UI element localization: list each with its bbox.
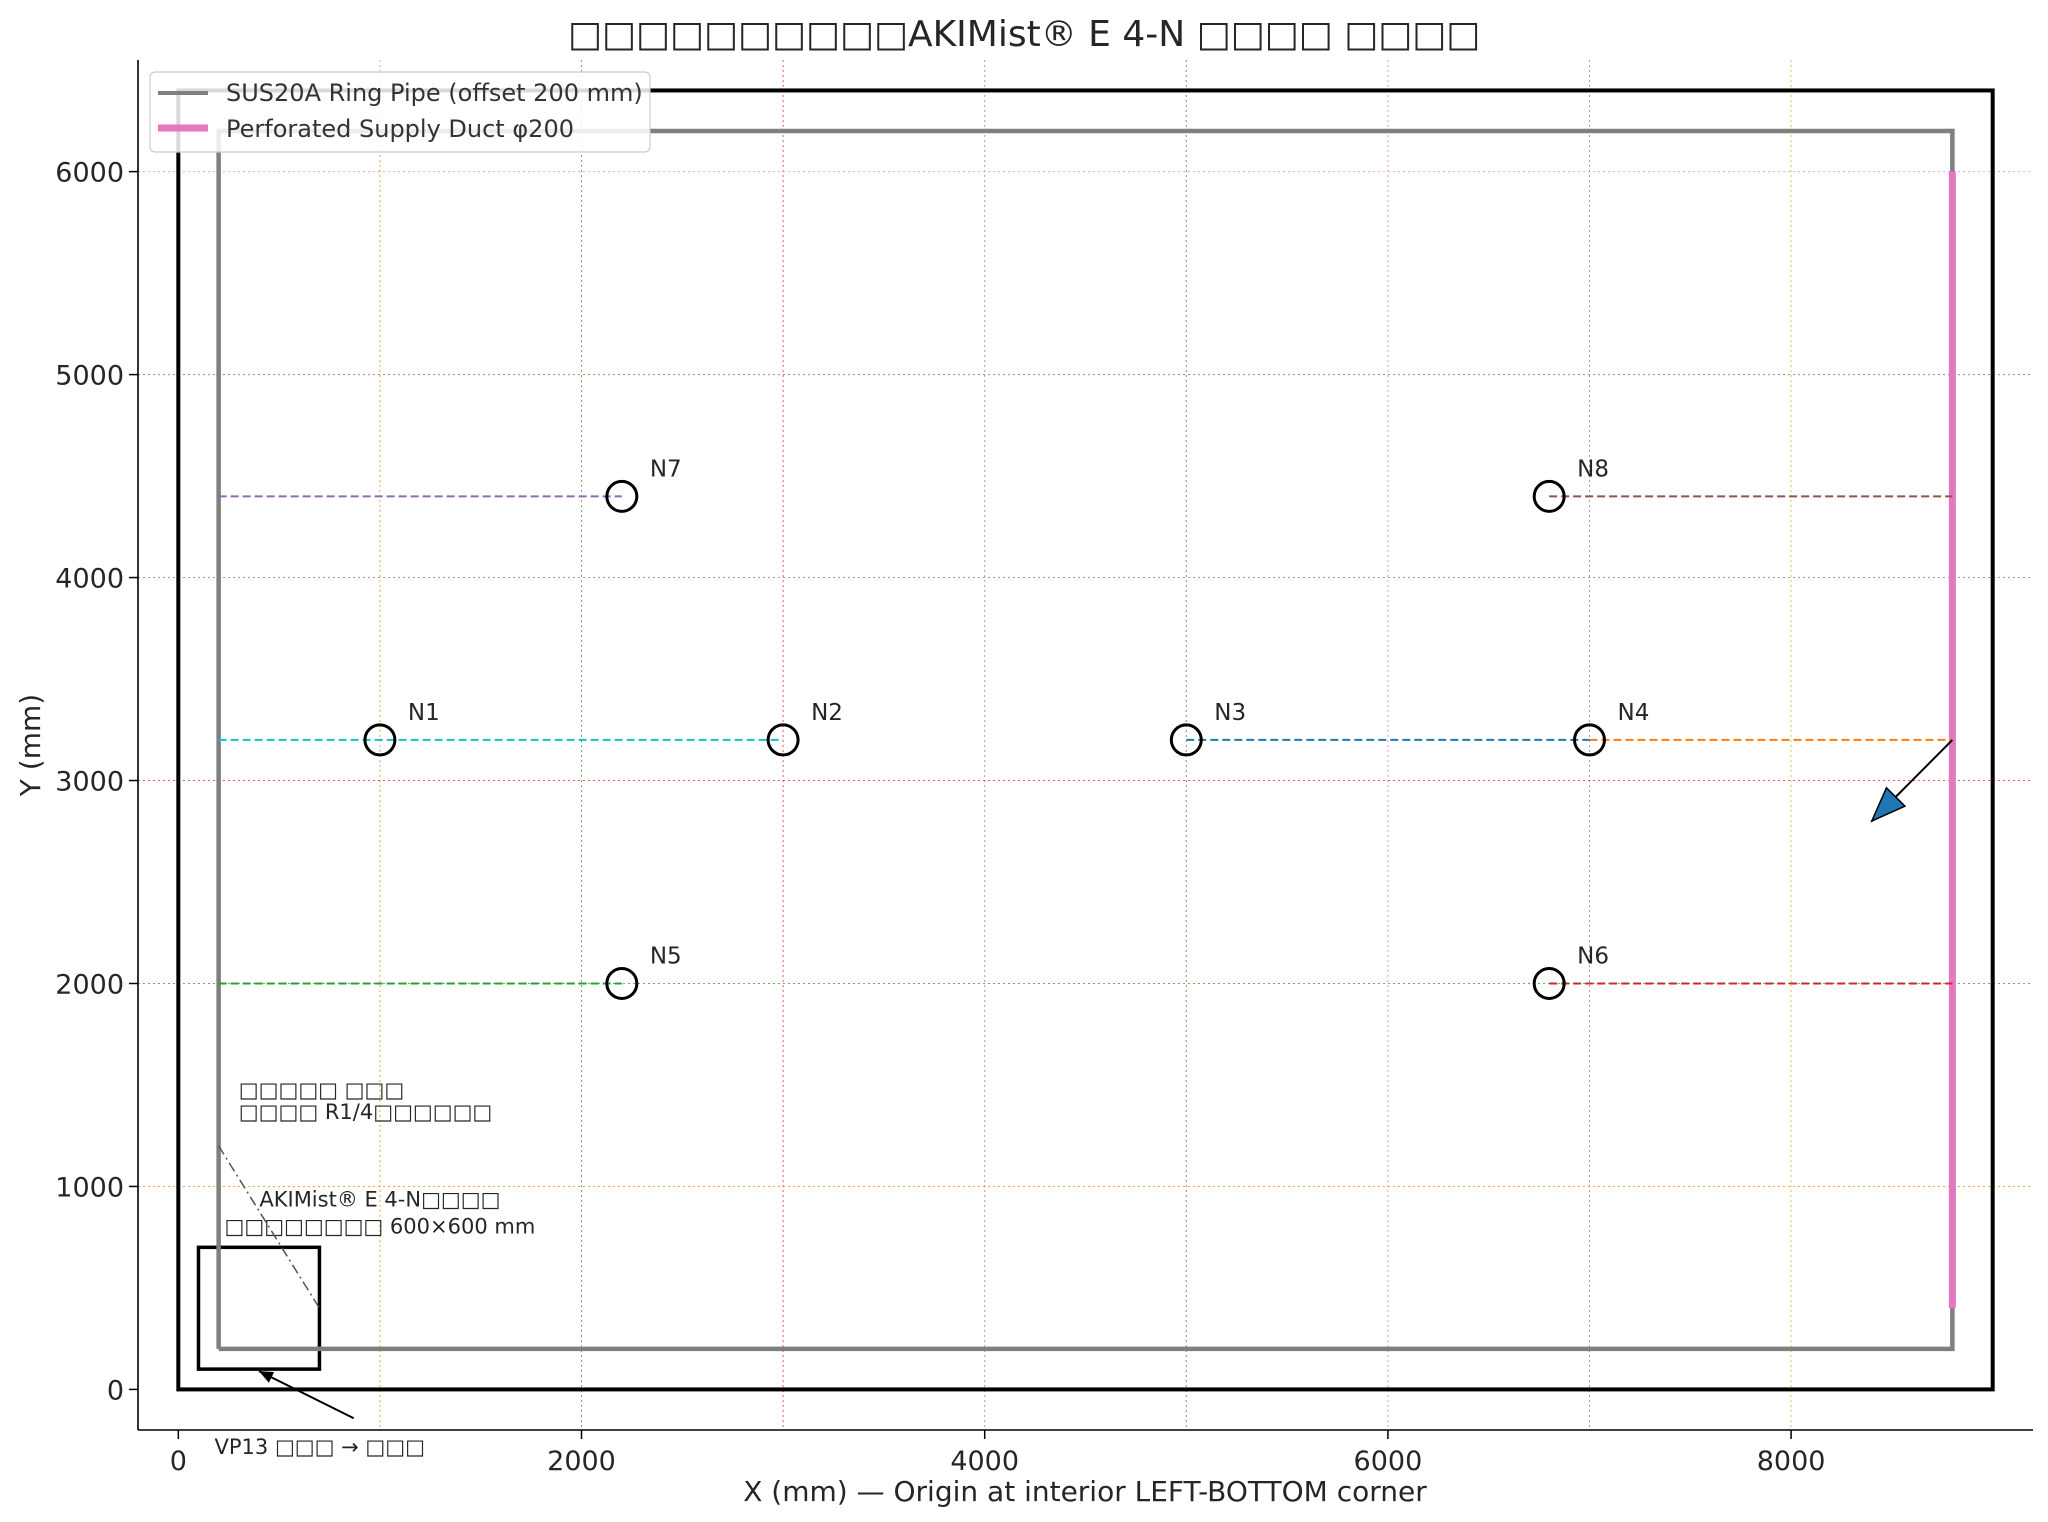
flow-arrow-head xyxy=(1870,786,1907,823)
x-axis-label: X (mm) — Origin at interior LEFT-BOTTOM … xyxy=(743,1475,1427,1508)
nozzle-marker xyxy=(363,723,397,757)
nozzle-spec-leader xyxy=(218,1145,321,1309)
nozzle-label: N3 xyxy=(1214,700,1246,726)
x-tick-label: 0 xyxy=(170,1446,187,1477)
y-tick-label: 3000 xyxy=(55,767,124,798)
drain-arrow-head xyxy=(258,1371,275,1383)
nozzle-label: N5 xyxy=(650,943,682,969)
drain-annotation: VP13 □□□ → □□□ xyxy=(215,1435,425,1459)
y-axis-label: Y (mm) xyxy=(14,694,47,797)
branch-lines xyxy=(218,495,1954,985)
nozzle-label: N7 xyxy=(650,456,682,482)
y-tick-label: 0 xyxy=(107,1375,124,1406)
y-tick-label: 1000 xyxy=(55,1172,124,1203)
room-outline xyxy=(176,88,1995,1392)
tick-labels: 0 2000 4000 6000 8000 0 1000 2000 3000 4000 5000 60… xyxy=(55,158,1825,1477)
drain-arrow-line xyxy=(258,1370,355,1420)
nozzle-marker xyxy=(605,479,639,513)
y-tick-label: 5000 xyxy=(55,361,124,392)
y-tick-label: 4000 xyxy=(55,564,124,595)
nozzle-spec-annotation: □□□□ R1/4□□□□□□ xyxy=(239,1100,492,1124)
nozzle-label: N8 xyxy=(1577,456,1609,482)
nozzle-markers: N1 N2 N3 N4 N5 N6 N7 N8 xyxy=(363,456,1649,1000)
y-tick-label: 6000 xyxy=(55,158,124,189)
legend-box xyxy=(149,71,651,153)
axes xyxy=(137,60,2033,1431)
y-tick-label: 2000 xyxy=(55,969,124,1000)
room-outline-layer xyxy=(176,88,1995,1392)
unit-box xyxy=(196,1245,322,1371)
annotations: AKIMist® E 4-N□□□□ □□□□□□□□ 600×600 mm □□□… xyxy=(215,1078,536,1459)
nozzle-marker xyxy=(1532,479,1566,513)
nozzle-marker xyxy=(1572,723,1606,757)
legend: SUS20A Ring Pipe (offset 200 mm) Perfora… xyxy=(149,71,651,153)
nozzle-label: N1 xyxy=(408,700,440,726)
nozzle-marker xyxy=(766,723,800,757)
nozzle-marker xyxy=(605,966,639,1000)
legend-label-ring-pipe: SUS20A Ring Pipe (offset 200 mm) xyxy=(226,79,643,107)
nozzle-marker xyxy=(1169,723,1203,757)
x-tick-label: 8000 xyxy=(1757,1446,1826,1477)
chart-title: □□□□□□□□□□AKIMist® E 4-N □□□□ □□□□ xyxy=(568,14,1480,55)
x-tick-label: 2000 xyxy=(547,1446,616,1477)
x-tick-label: 6000 xyxy=(1354,1446,1423,1477)
ring-pipe-line xyxy=(216,128,1955,1352)
x-tick-label: 4000 xyxy=(950,1446,1019,1477)
nozzle-label: N2 xyxy=(811,700,843,726)
nozzle-spec-annotation: □□□□□ □□□ xyxy=(239,1078,404,1102)
nozzle-label: N6 xyxy=(1577,943,1609,969)
nozzle-marker xyxy=(1532,966,1566,1000)
unit-annotation: □□□□□□□□ 600×600 mm xyxy=(225,1214,536,1238)
unit-annotation: AKIMist® E 4-N□□□□ xyxy=(259,1187,500,1211)
nozzle-label: N4 xyxy=(1617,700,1649,726)
legend-label-supply-duct: Perforated Supply Duct φ200 xyxy=(226,115,574,143)
